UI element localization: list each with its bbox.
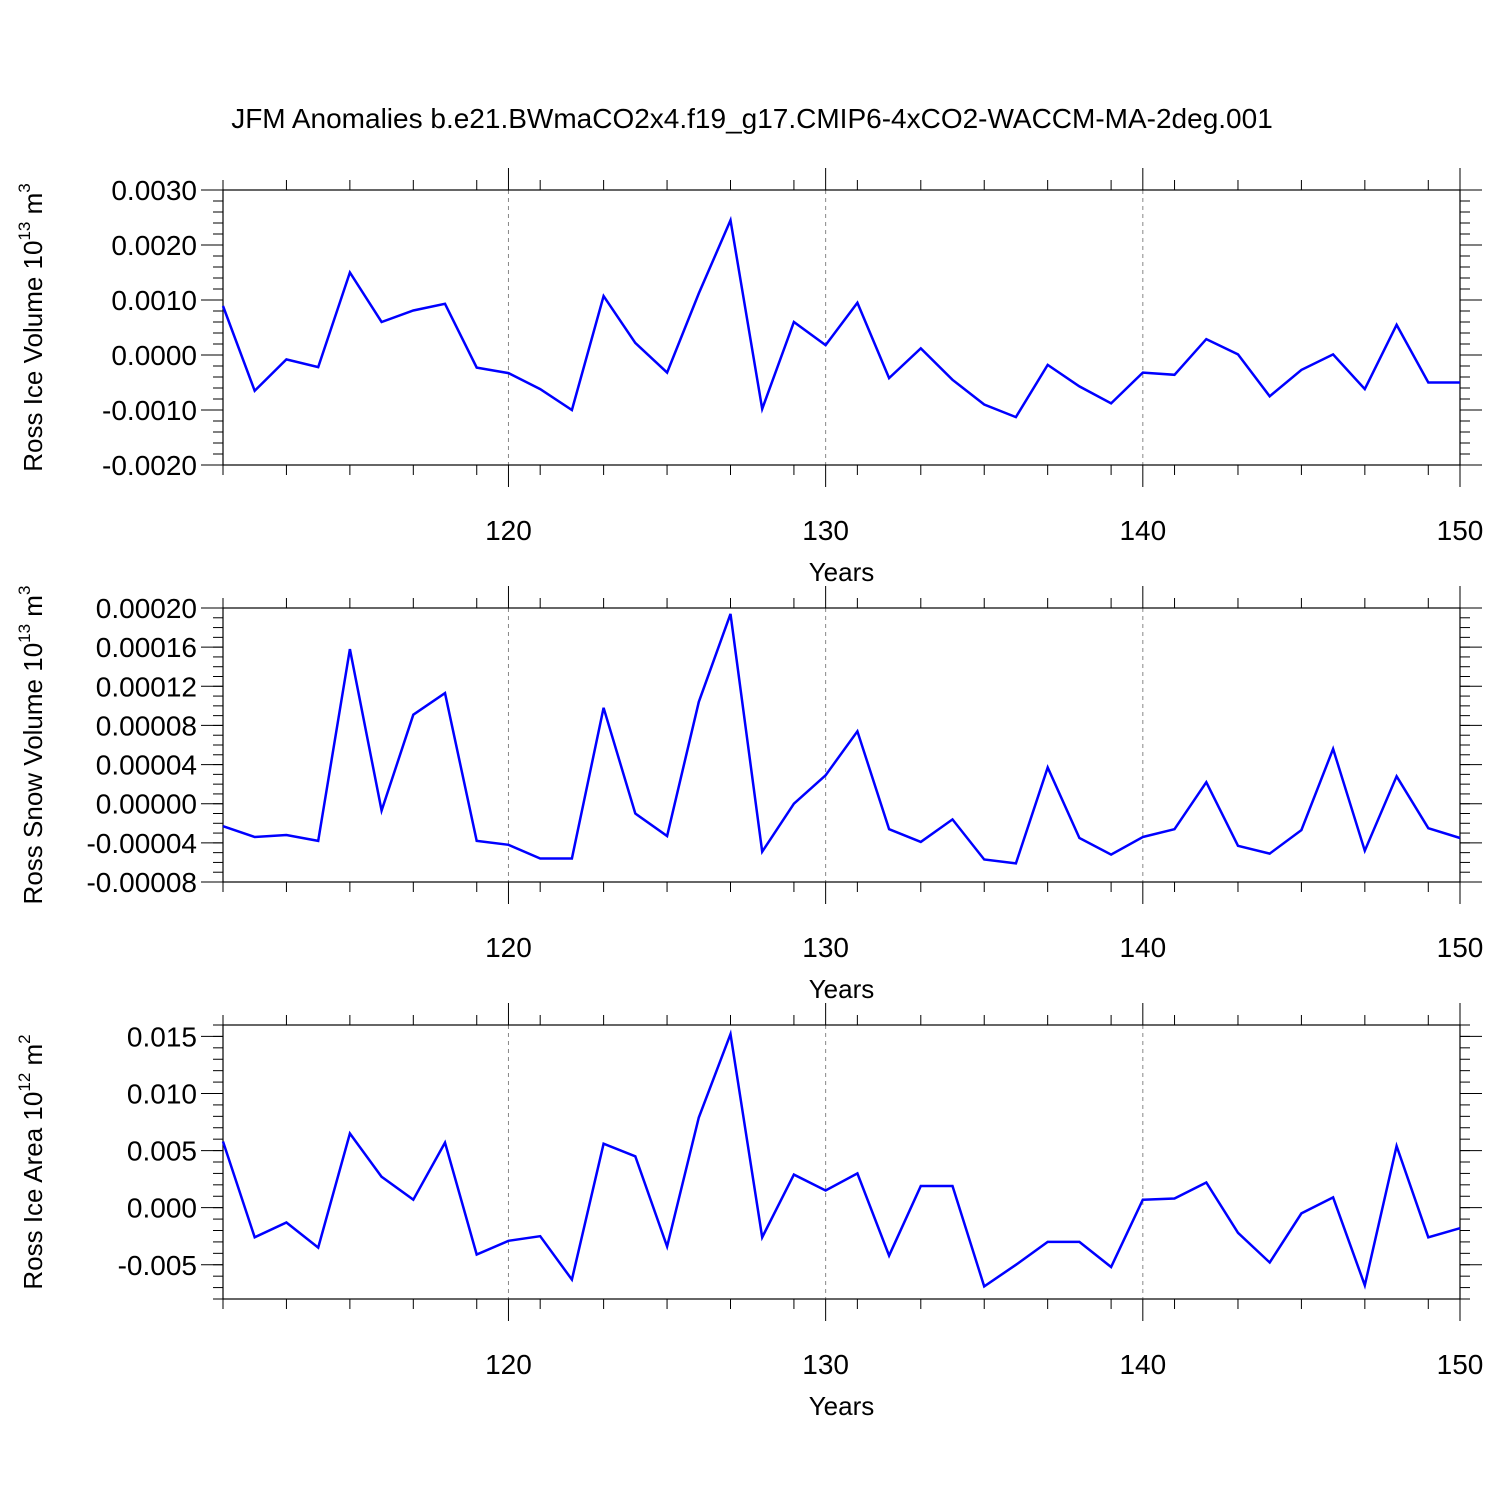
x-tick-label: 130 — [802, 932, 849, 963]
y-tick-label: 0.005 — [127, 1136, 197, 1167]
panel-2: -0.00008 -0.00004 0.00000 0.00004 0.00008 0.0… — [15, 586, 1483, 1004]
y-tick-label: 0.00020 — [96, 593, 197, 624]
x-axis-title: Years — [809, 1391, 875, 1421]
plot-frame — [222, 1024, 1461, 1300]
x-tick-label: 140 — [1119, 515, 1166, 546]
y-axis-title-unit-exp: 2 — [15, 1034, 34, 1043]
y-tick-label: 0.00000 — [96, 789, 197, 820]
y-tick-label: 0.000 — [127, 1193, 197, 1224]
y-axis-title-unit-exp: 3 — [15, 586, 34, 595]
y-axis-title-unit: m — [18, 1044, 48, 1073]
y-tick-label: -0.00008 — [86, 867, 197, 898]
x-tick-label: 130 — [802, 1349, 849, 1380]
x-tick-label: 120 — [485, 515, 532, 546]
data-series-line — [221, 1029, 1461, 1290]
panel-1: -0.0020 -0.0010 0.0000 0.0010 0.0020 0.0030 12… — [15, 168, 1483, 587]
x-tick-label: 130 — [802, 515, 849, 546]
x-tick-label: 120 — [485, 1349, 532, 1380]
y-axis-title-unit-exp: 3 — [15, 183, 34, 192]
y-axis-title-text: Ross Ice Volume 10 — [18, 241, 48, 472]
y-axis-title-unit: m — [18, 595, 48, 624]
x-tick-label: 150 — [1437, 1349, 1484, 1380]
y-tick-label: 0.00016 — [96, 632, 197, 663]
y-tick-label: 0.00012 — [96, 671, 197, 702]
plot-frame — [222, 607, 1461, 883]
y-tick-label: 0.0000 — [111, 340, 197, 371]
y-axis-title: Ross Snow Volume 1013 m3 — [15, 586, 48, 905]
data-series-line — [221, 215, 1460, 419]
plot-frame — [222, 189, 1461, 466]
y-axis-title-exp: 13 — [15, 624, 34, 643]
x-axis-title: Years — [809, 557, 875, 587]
y-axis-title-unit: m — [18, 193, 48, 222]
y-axis-title-text: Ross Snow Volume 10 — [18, 643, 48, 905]
y-tick-label: -0.0020 — [102, 450, 197, 481]
y-tick-label: 0.010 — [127, 1079, 197, 1110]
x-tick-label: 140 — [1119, 932, 1166, 963]
chart-panels: -0.0020 -0.0010 0.0000 0.0010 0.0020 0.0030 12… — [15, 168, 1483, 1421]
x-tick-label: 150 — [1437, 932, 1484, 963]
y-axis-title-exp: 13 — [15, 222, 34, 241]
y-tick-label: 0.015 — [127, 1021, 197, 1052]
y-axis-title: Ross Ice Volume 1013 m3 — [15, 183, 48, 472]
x-axis-title: Years — [809, 974, 875, 1004]
panel-3: -0.005 0.000 0.005 0.010 0.015 120 130 140 150 Ye… — [15, 1003, 1483, 1421]
y-tick-label: 0.00004 — [96, 750, 197, 781]
x-tick-label: 150 — [1437, 515, 1484, 546]
y-tick-label: 0.0010 — [111, 285, 197, 316]
y-tick-label: -0.005 — [118, 1250, 197, 1281]
y-axis-title: Ross Ice Area 1012 m2 — [15, 1034, 48, 1289]
data-series-line — [222, 613, 1461, 865]
y-tick-label: 0.0020 — [111, 230, 197, 261]
x-tick-label: 120 — [485, 932, 532, 963]
y-axis-title-text: Ross Ice Area 10 — [18, 1092, 48, 1290]
y-tick-label: 0.0030 — [111, 175, 197, 206]
y-tick-label: -0.0010 — [102, 395, 197, 426]
x-tick-label: 140 — [1119, 1349, 1166, 1380]
y-tick-label: 0.00008 — [96, 710, 197, 741]
y-tick-label: -0.00004 — [86, 828, 197, 859]
chart-title: JFM Anomalies b.e21.BWmaCO2x4.f19_g17.CM… — [231, 103, 1273, 134]
y-axis-title-exp: 12 — [15, 1073, 34, 1092]
